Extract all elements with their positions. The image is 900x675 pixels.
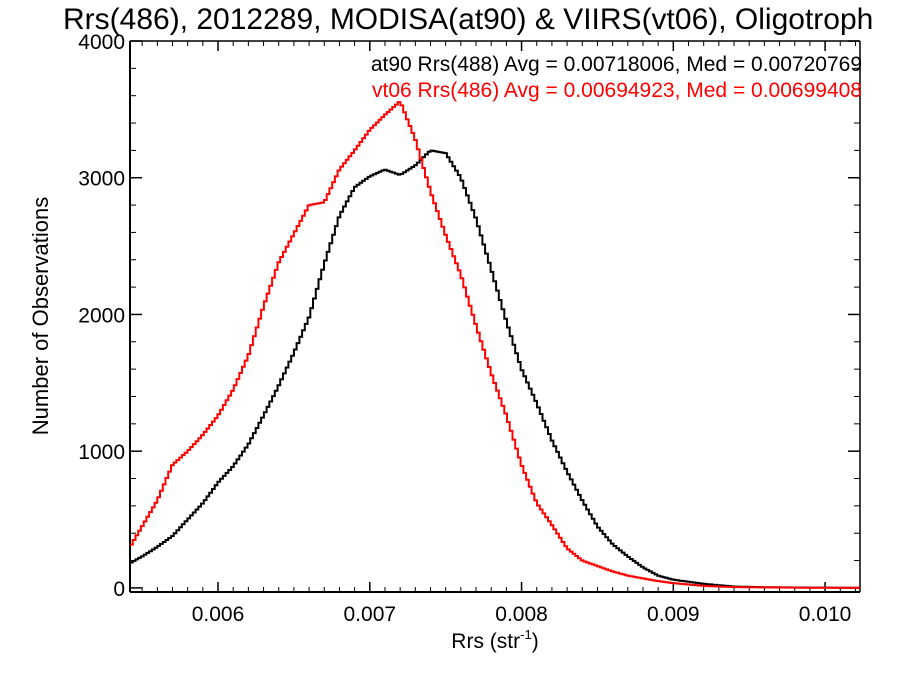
y-axis-label: Number of Observations <box>28 197 53 435</box>
plot-frame <box>129 40 861 593</box>
y-tick-label: 4000 <box>78 31 125 54</box>
x-tick-label: 0.007 <box>344 603 397 626</box>
x-axis-label-main: Rrs (str <box>451 630 520 653</box>
x-tick-label: 0.006 <box>192 603 245 626</box>
y-tick-label: 1000 <box>78 441 125 464</box>
x-tick-labels: 0.006 0.007 0.008 0.009 0.010 <box>192 603 852 626</box>
x-tick-label: 0.010 <box>799 603 852 626</box>
x-axis-label: Rrs (str-1) <box>451 627 538 653</box>
legend-entry-at90: at90 Rrs(488) Avg = 0.00718006, Med = 0.… <box>371 53 862 76</box>
x-axis-label-close: ) <box>532 630 539 653</box>
series-line-0 <box>130 149 860 589</box>
axis-ticks <box>130 40 860 592</box>
y-tick-labels: 0 1000 2000 3000 4000 <box>78 31 125 601</box>
chart-title: Rrs(486), 2012289, MODISA(at90) & VIIRS(… <box>63 3 873 36</box>
y-tick-label: 3000 <box>78 168 125 191</box>
series-line-1 <box>130 101 860 589</box>
x-axis-label-superscript: -1 <box>520 627 532 642</box>
legend-entry-vt06: vt06 Rrs(486) Avg = 0.00694923, Med = 0.… <box>372 79 862 102</box>
x-tick-label: 0.009 <box>647 603 700 626</box>
series-lines <box>130 101 860 589</box>
y-tick-label: 0 <box>113 578 125 601</box>
x-tick-label: 0.008 <box>495 603 548 626</box>
y-tick-label: 2000 <box>78 304 125 327</box>
